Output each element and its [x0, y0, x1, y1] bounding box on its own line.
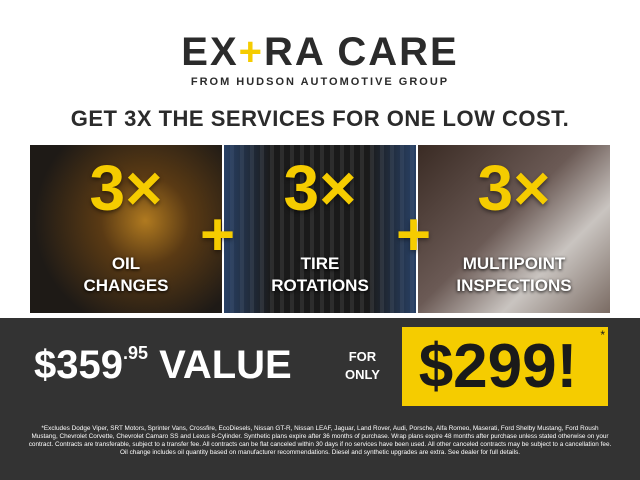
logo: EX+RA CARE	[0, 30, 640, 74]
for-text: FOR	[348, 349, 377, 364]
price-box: $299! *	[402, 327, 608, 406]
panel-label: OIL CHANGES	[30, 253, 222, 297]
label-line2: INSPECTIONS	[456, 276, 572, 295]
logo-part2: RA CARE	[263, 30, 459, 74]
value-label: VALUE	[159, 343, 292, 387]
panel-count: 3×	[283, 152, 357, 224]
asterisk: *	[600, 328, 605, 342]
panel-tire-rotations: 3× TIRE ROTATIONS	[224, 145, 416, 313]
panel-count: 3×	[89, 152, 163, 224]
logo-part1: EX	[181, 30, 239, 74]
panel-label: TIRE ROTATIONS	[224, 253, 416, 297]
label-line2: CHANGES	[83, 276, 169, 295]
logo-subtitle: FROM HUDSON AUTOMOTIVE GROUP	[190, 76, 450, 88]
label-line1: TIRE	[300, 254, 340, 273]
label-line2: ROTATIONS	[271, 276, 369, 295]
fine-print: *Excludes Dodge Viper, SRT Motors, Sprin…	[28, 425, 612, 456]
plus-icon: +	[396, 201, 432, 268]
original-value: $359.95 VALUE	[34, 340, 292, 390]
panel-multipoint-inspections: 3× MULTIPOINT INSPECTIONS	[418, 145, 610, 313]
sale-price: $299!	[418, 332, 578, 401]
label-line1: OIL	[111, 254, 141, 273]
logo-plus-icon: +	[238, 30, 264, 74]
panel-label: MULTIPOINT INSPECTIONS	[418, 253, 610, 297]
value-dollars: $359	[34, 343, 123, 387]
plus-icon: +	[200, 201, 236, 268]
panel-oil-changes: 3× OIL CHANGES	[30, 145, 222, 313]
only-text: ONLY	[345, 367, 380, 382]
headline: GET 3X THE SERVICES FOR ONE LOW COST.	[70, 106, 570, 131]
value-cents: .95	[122, 343, 149, 363]
label-line1: MULTIPOINT	[462, 254, 566, 273]
panel-count: 3×	[477, 152, 551, 224]
for-only: FOR ONLY	[345, 348, 380, 384]
